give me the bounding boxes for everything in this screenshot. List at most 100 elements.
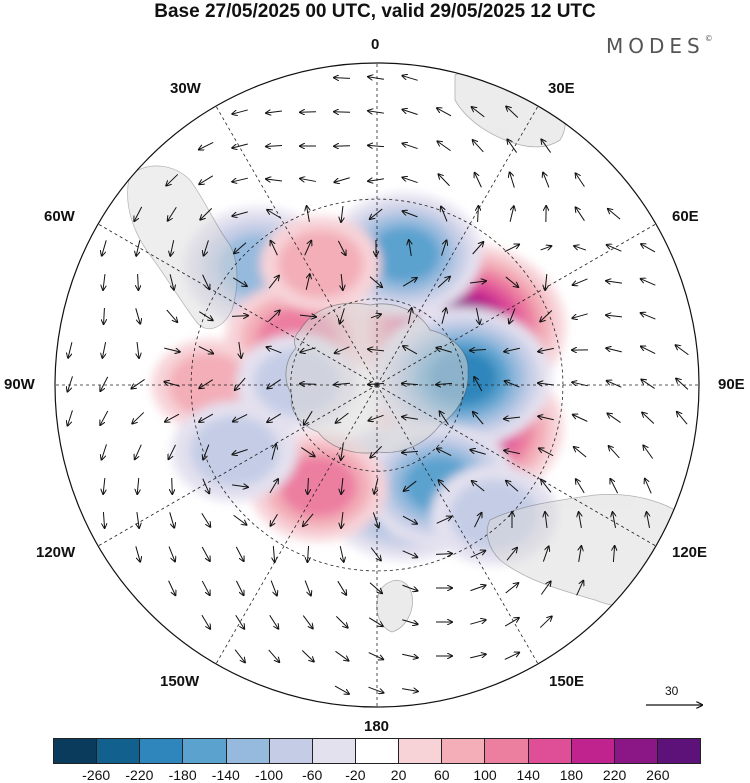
wind-vector-arrow <box>135 546 140 561</box>
wind-vector-arrow <box>68 376 73 391</box>
wind-vector-arrow <box>641 244 656 253</box>
colorbar-swatch <box>571 739 615 763</box>
wind-vector-arrow <box>372 512 378 527</box>
colorbar-swatch <box>183 739 227 763</box>
wind-vector-arrow <box>138 273 139 290</box>
wind-vector-arrow <box>402 689 418 692</box>
wind-vector-arrow <box>201 512 210 527</box>
wind-vector-arrow <box>369 276 382 287</box>
wind-vector-arrow <box>302 615 312 629</box>
wind-vector-arrow <box>103 274 105 290</box>
wind-vector-arrow <box>470 450 486 455</box>
colorbar-swatch <box>355 739 400 763</box>
wind-vector-arrow <box>201 580 209 595</box>
wind-vector-arrow <box>472 107 485 118</box>
wind-vector-arrow <box>300 179 316 182</box>
wind-vector-arrow <box>470 654 486 659</box>
wind-vector-arrow <box>473 412 484 425</box>
wind-vector-arrow <box>642 413 655 424</box>
wind-vector-arrow <box>102 444 107 459</box>
colorbar-tick-label: -260 <box>82 767 111 783</box>
wind-vector-arrow <box>100 410 109 425</box>
wind-vector-arrow <box>436 517 452 524</box>
wind-vector-arrow <box>232 143 248 148</box>
wind-vector-arrow <box>574 246 587 251</box>
wind-vector-arrow <box>436 348 452 353</box>
wind-vector-arrow <box>612 512 615 528</box>
wind-vector-arrow <box>235 546 243 561</box>
wind-vector-arrow <box>538 348 554 351</box>
wind-vector-arrow <box>341 444 343 460</box>
wind-vector-arrow <box>267 379 281 389</box>
wind-vector-arrow <box>539 448 554 457</box>
wind-vector-arrow <box>168 580 176 595</box>
wind-vector-arrow <box>135 444 142 460</box>
wind-vector-arrow <box>137 342 139 358</box>
wind-vector-arrow <box>470 620 485 625</box>
wind-vector-arrow <box>404 480 417 491</box>
wind-vector-arrow <box>271 513 278 525</box>
wind-vector-arrow <box>233 514 247 525</box>
positive-center-30w-level <box>295 244 347 285</box>
wind-vector-arrow <box>334 383 351 384</box>
colorbar-tick-label: 20 <box>390 767 407 783</box>
wind-vector-arrow <box>402 110 418 115</box>
wind-vector-arrow <box>368 686 384 693</box>
wind-vector-arrow <box>270 580 277 596</box>
wind-vector-arrow <box>439 480 450 493</box>
wind-vector-arrow <box>504 417 521 419</box>
colorbar-ticks: -260 -220 -180 -140 -100 -60 -20 20 60 100 140 180 2… <box>0 767 750 783</box>
wind-vector-arrow <box>576 479 585 494</box>
positive-center-150w-level <box>295 468 342 505</box>
wind-vector-arrow <box>438 174 450 187</box>
wind-vector-arrow <box>137 512 139 528</box>
wind-vector-arrow <box>545 512 547 528</box>
wind-vector-arrow <box>103 477 105 494</box>
wind-vector-arrow <box>473 140 484 153</box>
wind-vector-arrow <box>341 205 343 222</box>
wind-vector-arrow <box>273 545 274 562</box>
wind-vector-arrow <box>472 242 484 255</box>
wind-vector-arrow <box>504 653 519 660</box>
wind-vector-arrow <box>198 346 213 353</box>
wind-vector-arrow <box>573 278 588 285</box>
wind-vectors <box>68 76 689 694</box>
wind-vector-arrow <box>232 277 247 286</box>
colorbar-tick-label: -60 <box>302 767 323 783</box>
colorbar-swatch <box>269 739 313 763</box>
wind-vector-arrow <box>164 382 180 387</box>
colorbar-tick-label: 60 <box>434 767 450 783</box>
wind-vector-arrow <box>368 111 384 113</box>
wind-vector-arrow <box>641 313 656 320</box>
wind-vector-arrow <box>505 276 518 287</box>
wind-vector-arrow <box>478 206 479 223</box>
wind-vector-arrow <box>137 477 138 494</box>
lon-label-90e: 90E <box>718 376 745 393</box>
wind-vector-arrow <box>572 313 588 318</box>
wind-vector-arrow <box>301 447 314 457</box>
colorbar-tick-label: 100 <box>473 767 497 783</box>
wind-vector-arrow <box>368 652 383 660</box>
wind-vector-arrow <box>608 209 621 220</box>
wind-vector-arrow <box>437 108 452 117</box>
graticule <box>55 63 699 707</box>
wind-vector-arrow <box>232 177 248 182</box>
wind-vector-arrow <box>676 345 689 356</box>
colorbar-tick-label: -180 <box>168 767 197 783</box>
lon-label-120w: 120W <box>36 544 76 561</box>
wind-vector-arrow <box>441 207 448 222</box>
wind-vector-arrow <box>370 314 381 318</box>
wind-vector-arrow <box>643 446 654 459</box>
wind-vector-arrow <box>504 244 519 253</box>
wind-vector-arrow <box>164 347 180 352</box>
wind-vector-arrow <box>641 279 656 286</box>
lon-label-90w: 90W <box>4 376 35 393</box>
wind-vector-arrow <box>202 478 209 494</box>
lon-label-120e: 120E <box>672 544 708 561</box>
wind-vector-arrow <box>204 240 209 255</box>
wind-vector-arrow <box>573 415 588 422</box>
wind-vector-arrow <box>307 545 308 562</box>
wind-vector-arrow <box>201 546 210 561</box>
wind-vector-arrow <box>266 111 282 113</box>
colorbar-swatch <box>485 739 529 763</box>
